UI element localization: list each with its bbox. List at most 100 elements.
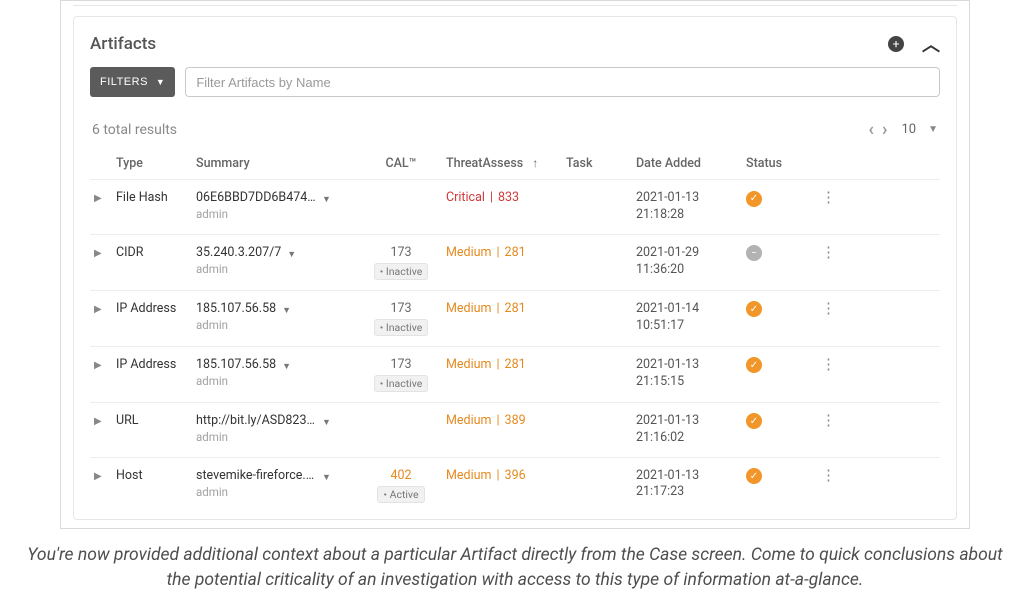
status-ok-icon[interactable]: ✓	[746, 191, 762, 207]
summary-owner: admin	[196, 430, 356, 444]
summary-dropdown-toggle[interactable]: ▼	[287, 249, 296, 260]
cal-score: 402	[356, 468, 446, 483]
status-ok-icon[interactable]: ✓	[746, 357, 762, 373]
row-actions-menu[interactable]: ⋮	[806, 301, 836, 316]
summary-dropdown-toggle[interactable]: ▼	[322, 417, 331, 428]
summary-text: http://bit.ly/ASD823...	[196, 413, 316, 428]
cell-cal: 173• Inactive	[356, 357, 446, 392]
status-ok-icon[interactable]: ✓	[746, 413, 762, 429]
cell-cal: 402 • Active	[356, 468, 446, 503]
threat-level: Medium	[446, 468, 491, 483]
threat-separator: |	[496, 413, 499, 428]
card-actions: + ︿	[888, 31, 940, 57]
row-actions-menu[interactable]: ⋮	[806, 190, 836, 205]
threat-score: 396	[505, 468, 526, 483]
summary-text: 185.107.56.58	[196, 357, 276, 372]
threat-separator: |	[490, 190, 493, 205]
expand-row-toggle[interactable]: ▶	[94, 360, 102, 371]
col-cal[interactable]: CAL™	[356, 156, 446, 171]
col-task[interactable]: Task	[566, 156, 636, 171]
artifacts-table: Type Summary CAL™ ThreatAssess ↑ Task Da…	[90, 150, 940, 513]
prev-page-button[interactable]: ‹	[868, 119, 874, 140]
expand-row-toggle[interactable]: ▶	[94, 304, 102, 315]
threat-separator: |	[496, 357, 499, 372]
cell-summary: 185.107.56.58▼admin	[196, 301, 356, 332]
table-row: ▶Hoststevemike-fireforce.i...▼admin402• …	[90, 458, 940, 513]
col-date[interactable]: Date Added	[636, 156, 746, 171]
summary-dropdown-toggle[interactable]: ▼	[322, 472, 331, 483]
collapse-toggle[interactable]: ︿	[922, 31, 940, 57]
status-ok-icon[interactable]: ✓	[746, 301, 762, 317]
row-actions-menu[interactable]: ⋮	[806, 468, 836, 483]
threat-separator: |	[496, 468, 499, 483]
card-header: Artifacts + ︿	[90, 31, 940, 57]
pager: ‹ › 10 ▼	[868, 119, 938, 140]
cell-threat: Medium | 281	[446, 245, 566, 260]
artifacts-card: Artifacts + ︿ FILTERS ▼ 6 total results …	[73, 16, 957, 520]
table-row: ▶IP Address185.107.56.58▼admin173• Inact…	[90, 347, 940, 403]
expand-row-toggle[interactable]: ▶	[94, 248, 102, 259]
add-artifact-button[interactable]: +	[888, 36, 904, 52]
summary-dropdown-toggle[interactable]: ▼	[322, 194, 331, 205]
cal-score: 173	[356, 245, 446, 260]
filters-button-label: FILTERS	[100, 76, 148, 88]
cell-type: IP Address	[116, 357, 196, 372]
threat-level: Critical	[446, 190, 485, 205]
threat-score: 281	[505, 357, 526, 372]
cell-type: IP Address	[116, 301, 196, 316]
status-neutral-icon[interactable]: −	[746, 245, 762, 261]
cell-threat: Medium | 281	[446, 357, 566, 372]
filter-row: FILTERS ▼	[90, 67, 940, 97]
cell-cal: 173• Inactive	[356, 301, 446, 336]
col-status[interactable]: Status	[746, 156, 806, 171]
sort-ascending-icon: ↑	[532, 156, 538, 170]
table-row: ▶File Hash06E6BBD7DD6B474...▼adminCritic…	[90, 180, 940, 235]
caret-down-icon: ▼	[156, 77, 165, 87]
summary-dropdown-toggle[interactable]: ▼	[282, 361, 291, 372]
summary-owner: admin	[196, 485, 356, 499]
col-summary[interactable]: Summary	[196, 156, 356, 171]
next-page-button[interactable]: ›	[882, 119, 887, 140]
page-size-select[interactable]: 10 ▼	[901, 122, 938, 137]
expand-row-toggle[interactable]: ▶	[94, 416, 102, 427]
summary-text: 35.240.3.207/7	[196, 245, 281, 260]
cell-date: 2021-01-1321:16:02	[636, 413, 746, 447]
summary-owner: admin	[196, 207, 356, 221]
cal-status-badge: • Inactive	[374, 319, 429, 336]
col-threat-label: ThreatAssess	[446, 156, 523, 171]
cell-summary: stevemike-fireforce.i... ▼ admin	[196, 468, 356, 499]
cell-summary: 06E6BBD7DD6B474...▼admin	[196, 190, 356, 221]
results-count: 6 total results	[92, 122, 177, 138]
summary-dropdown-toggle[interactable]: ▼	[282, 305, 291, 316]
table-header-row: Type Summary CAL™ ThreatAssess ↑ Task Da…	[90, 150, 940, 180]
status-ok-icon[interactable]: ✓	[746, 468, 762, 484]
col-type[interactable]: Type	[116, 156, 196, 171]
cell-status: ✓	[746, 468, 806, 485]
filter-input[interactable]	[185, 67, 940, 97]
cell-status: ✓	[746, 190, 806, 207]
row-actions-menu[interactable]: ⋮	[806, 245, 836, 260]
cell-threat: Medium | 389	[446, 413, 566, 428]
threat-level: Medium	[446, 357, 491, 372]
cal-score: 173	[356, 357, 446, 372]
row-actions-menu[interactable]: ⋮	[806, 413, 836, 428]
filters-button[interactable]: FILTERS ▼	[90, 67, 175, 97]
threat-score: 389	[505, 413, 526, 428]
expand-row-toggle[interactable]: ▶	[94, 471, 102, 482]
top-divider	[73, 5, 957, 6]
cell-date: 2021-01-1321:15:15	[636, 357, 746, 391]
cell-status: ✓	[746, 357, 806, 374]
artifacts-panel-container: Artifacts + ︿ FILTERS ▼ 6 total results …	[60, 0, 970, 529]
col-threat[interactable]: ThreatAssess ↑	[446, 156, 566, 171]
expand-row-toggle[interactable]: ▶	[94, 193, 102, 204]
page-size-value: 10	[901, 122, 916, 137]
row-actions-menu[interactable]: ⋮	[806, 357, 836, 372]
cal-status-badge: • Active	[377, 486, 424, 503]
table-row: ▶ IP Address185.107.56.58▼admin173• Inact…	[90, 291, 940, 347]
threat-separator: |	[496, 245, 499, 260]
cell-date: 2021-01-1321:18:28	[636, 190, 746, 224]
summary-text: stevemike-fireforce.i...	[196, 468, 316, 483]
cell-status: −	[746, 245, 806, 262]
cell-summary: 185.107.56.58▼admin	[196, 357, 356, 388]
threat-level: Medium	[446, 301, 491, 316]
